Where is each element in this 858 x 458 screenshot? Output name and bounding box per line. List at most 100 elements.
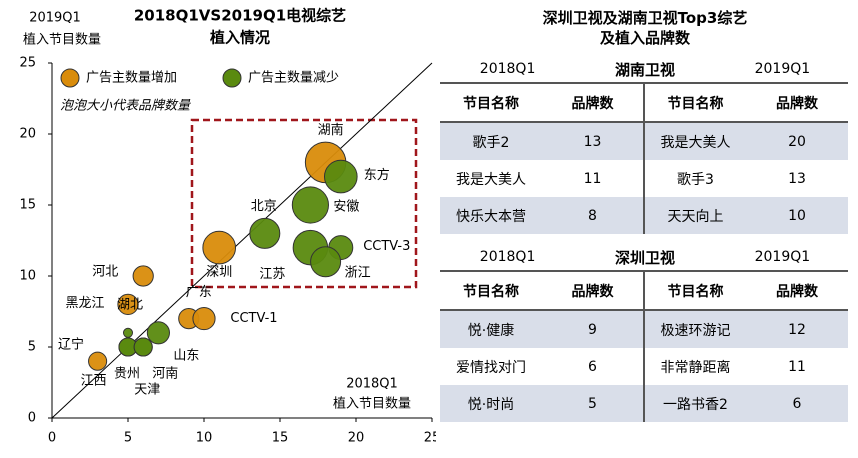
header-cell: 节目名称 xyxy=(440,270,542,311)
channel-name: 湖南卫视 xyxy=(614,60,675,79)
bubble xyxy=(192,307,216,331)
cell: 天天向上 xyxy=(644,197,746,234)
x-tick-label: 25 xyxy=(424,431,436,446)
chart: 2018Q1VS2019Q1电视综艺 植入情况 2019Q1 植入节目数量 20… xyxy=(19,7,436,446)
annotation: 泡泡大小代表品牌数量 xyxy=(60,99,192,114)
legend-marker xyxy=(222,68,242,88)
row: 我是大美人 11 歌手3 13 xyxy=(440,160,848,197)
y-tick-label: 0 xyxy=(28,411,36,426)
cell: 8 xyxy=(542,197,645,234)
section-label: 2018Q1 深圳卫视 2019Q1 xyxy=(440,244,850,270)
x-axis-label: 2018Q1 xyxy=(346,377,398,392)
row: 歌手2 13 我是大美人 20 xyxy=(440,122,848,160)
bubble xyxy=(323,159,358,194)
point-label: 天津 xyxy=(134,383,160,398)
x-axis-label: 植入节目数量 xyxy=(333,397,411,412)
x-tick-label: 15 xyxy=(272,431,289,446)
point-label: 河北 xyxy=(92,265,118,280)
row: 快乐大本营 8 天天向上 10 xyxy=(440,197,848,234)
cell: 爱情找对门 xyxy=(456,359,526,376)
point-label: CCTV-1 xyxy=(230,311,277,326)
table: 节目名称 品牌数 节目名称 品牌数 歌手2 13 我是大美人 20 我是大美人 11 歌手3 13 快乐… xyxy=(440,82,848,234)
cell: 非常静距离 xyxy=(660,359,731,376)
tables-title: 及植入品牌数 xyxy=(599,29,690,47)
point-label: CCTV-3 xyxy=(363,239,410,254)
x-tick-label: 20 xyxy=(348,431,365,446)
cell: 悦·时尚 xyxy=(440,385,542,422)
period: 2019Q1 xyxy=(754,249,811,265)
period: 2019Q1 xyxy=(754,61,811,77)
channel-name: 深圳卫视 xyxy=(614,248,675,267)
tables: 深圳卫视及湖南卫视Top3综艺 及植入品牌数 2018Q1 湖南卫视 2019Q1 节… xyxy=(440,0,850,422)
x-tick-label: 0 xyxy=(48,431,56,446)
bubble xyxy=(202,230,237,265)
bubble xyxy=(310,246,342,278)
point-label: 浙江 xyxy=(345,265,371,280)
header-row: 节目名称 品牌数 节目名称 品牌数 xyxy=(440,270,848,311)
cell: 悦·健康 xyxy=(440,310,542,348)
legend-label: 广告主数量增加 xyxy=(86,71,177,86)
cell: 11 xyxy=(542,160,645,197)
cell: 11 xyxy=(788,358,806,375)
point-label: 湖北 xyxy=(117,297,143,312)
point-label: 深圳 xyxy=(206,265,232,280)
point-label: 安徽 xyxy=(333,200,359,215)
cell: 一路书香2 xyxy=(644,385,746,422)
bubble xyxy=(249,217,281,249)
header-cell: 节目名称 xyxy=(440,82,542,123)
cell: 快乐大本营 xyxy=(440,197,542,234)
x-tick-label: 10 xyxy=(196,431,213,446)
cell: 我是大美人 xyxy=(644,122,746,160)
header-cell: 品牌数 xyxy=(746,82,848,123)
tables-title: 深圳卫视及湖南卫视Top3综艺 xyxy=(542,9,748,27)
cell: 9 xyxy=(542,310,645,348)
cell: 6 xyxy=(542,348,645,385)
chart-title: 2018Q1VS2019Q1电视综艺 xyxy=(134,7,346,25)
y-tick-label: 5 xyxy=(28,340,36,355)
header-cell: 节目名称 xyxy=(644,82,746,123)
cell: 13 xyxy=(542,122,645,160)
highlight-box xyxy=(190,118,418,289)
header-cell: 品牌数 xyxy=(746,270,848,311)
point-label: 北京 xyxy=(251,199,277,214)
point-label: 江西 xyxy=(81,374,107,389)
point-label: 河南 xyxy=(152,366,178,382)
cell: 歌手3 xyxy=(677,171,714,188)
point-label: 江苏 xyxy=(259,266,285,282)
bubble xyxy=(146,321,170,345)
header-cell: 品牌数 xyxy=(542,82,645,123)
period: 2018Q1 xyxy=(479,249,536,265)
bubble xyxy=(88,351,108,371)
point-label: 辽宁 xyxy=(58,337,84,353)
point-label: 湖南 xyxy=(318,122,344,138)
diagonal xyxy=(51,62,433,419)
header-cell: 品牌数 xyxy=(542,270,645,311)
bubble xyxy=(133,337,153,357)
bubble xyxy=(291,186,330,224)
legend-label: 广告主数量减少 xyxy=(248,71,339,86)
x-tick-label: 5 xyxy=(124,431,132,446)
y-tick-label: 10 xyxy=(19,269,36,284)
point-label: 山东 xyxy=(173,348,199,363)
point-label: 东方 xyxy=(364,167,390,183)
chart-title: 植入情况 xyxy=(210,29,270,47)
row: 爱情找对门 6 非常静距离 11 xyxy=(440,348,848,385)
table: 节目名称 品牌数 节目名称 品牌数 悦·健康 9 极速环游记 12 爱情找对门 6 非常静距离 11 悦… xyxy=(440,270,848,422)
y-tick-label: 25 xyxy=(19,56,36,71)
cell: 10 xyxy=(746,197,848,234)
bubble xyxy=(132,265,154,287)
cell: 12 xyxy=(746,310,848,348)
point-label: 贵州 xyxy=(114,367,140,382)
bubble xyxy=(122,327,134,338)
y-tick-label: 15 xyxy=(19,198,36,213)
y-axis-label: 植入节目数量 xyxy=(23,33,101,48)
section-label: 2018Q1 湖南卫视 2019Q1 xyxy=(440,56,850,82)
point-label: 黑龙江 xyxy=(65,296,104,311)
cell: 6 xyxy=(746,385,848,422)
cell: 5 xyxy=(542,385,645,422)
legend-marker xyxy=(60,68,80,88)
header-cell: 节目名称 xyxy=(644,270,746,311)
row: 悦·健康 9 极速环游记 12 xyxy=(440,310,848,348)
cell: 我是大美人 xyxy=(456,171,526,188)
